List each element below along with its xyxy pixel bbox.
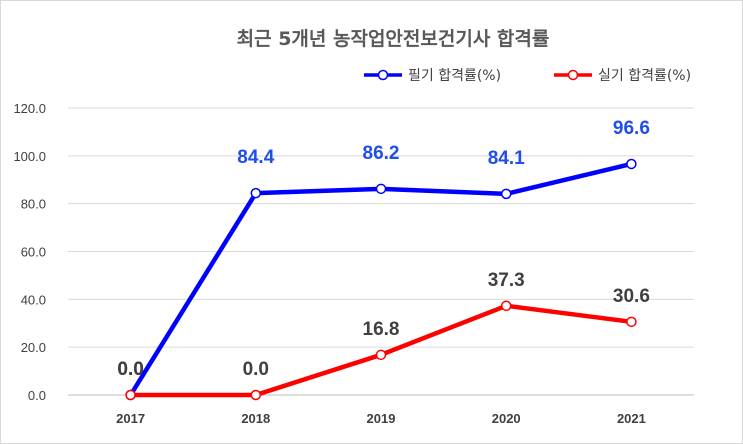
data-label: 84.1 [488, 148, 525, 169]
legend-label-practical: 실기 합격률(%) [598, 68, 691, 84]
data-point[interactable] [125, 389, 136, 401]
data-label: 0.0 [117, 359, 143, 380]
data-point[interactable] [500, 188, 512, 200]
data-point[interactable] [500, 300, 512, 312]
x-tick-label: 2019 [367, 411, 396, 426]
y-tick-label: 40.0 [21, 292, 46, 307]
y-tick-label: 120.0 [13, 101, 46, 116]
data-label: 37.3 [488, 270, 525, 291]
data-point[interactable] [250, 187, 262, 199]
y-tick-label: 60.0 [21, 245, 46, 260]
legend-item-practical[interactable]: 실기 합격률(%) [554, 68, 691, 84]
legend-label-written: 필기 합격률(%) [408, 68, 501, 84]
data-label: 96.6 [613, 118, 650, 139]
y-tick-label: 100.0 [13, 149, 46, 164]
data-label: 16.8 [363, 319, 400, 340]
legend-marker-practical [567, 69, 579, 81]
data-label: 0.0 [243, 359, 269, 380]
legend-item-written[interactable]: 필기 합격률(%) [364, 68, 501, 84]
x-tick-label: 2021 [617, 411, 646, 426]
x-tick-label: 2018 [241, 411, 270, 426]
data-point[interactable] [375, 349, 387, 361]
series-group [125, 158, 637, 401]
data-point[interactable] [375, 183, 387, 195]
x-tick-label: 2017 [116, 411, 145, 426]
data-label: 84.4 [237, 147, 274, 168]
y-tick-label: 20.0 [21, 340, 46, 355]
data-point[interactable] [250, 389, 262, 401]
legend: 필기 합격률(%) 실기 합격률(%) [364, 68, 691, 84]
data-point[interactable] [626, 158, 637, 170]
data-point[interactable] [626, 316, 637, 328]
legend-marker-written [377, 69, 389, 81]
x-axis-ticks: 2017 2018 2019 2020 2021 [116, 411, 646, 426]
data-label: 0.0 [117, 359, 143, 380]
data-label: 30.6 [613, 286, 650, 307]
y-axis-ticks: 0.0 20.0 40.0 60.0 80.0 100.0 120.0 [13, 101, 46, 403]
y-tick-label: 80.0 [21, 197, 46, 212]
series-line-written [128, 161, 634, 398]
y-tick-label: 0.0 [28, 388, 46, 403]
x-tick-label: 2020 [492, 411, 521, 426]
data-label: 86.2 [363, 143, 400, 164]
data-labels-group: 0.084.4 86.2 84.196.60.0 0.016.837.330.6 [117, 118, 650, 380]
chart-title: 최근 5개년 농작업안전보건기사 합격률 [237, 28, 550, 50]
